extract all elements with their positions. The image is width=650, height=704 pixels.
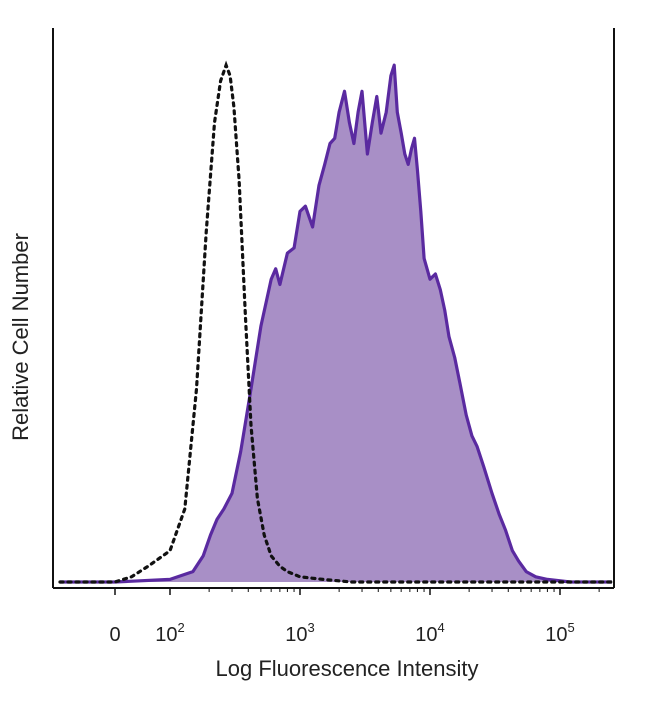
stained-histogram-fill	[60, 65, 612, 582]
stained-histogram-line	[60, 63, 612, 584]
x-axis-title: Log Fluorescence Intensity	[216, 656, 479, 681]
x-tick-label: 104	[415, 620, 444, 646]
control-histogram-line	[58, 60, 614, 584]
x-tick-label: 0	[109, 624, 120, 646]
plot-area	[58, 60, 614, 584]
y-axis-title: Relative Cell Number	[8, 233, 33, 441]
x-tick-label: 103	[285, 620, 314, 646]
x-ticks: 0 102 103 104 105	[109, 588, 600, 646]
x-tick-label: 102	[155, 620, 184, 646]
x-tick-label: 105	[545, 620, 574, 646]
